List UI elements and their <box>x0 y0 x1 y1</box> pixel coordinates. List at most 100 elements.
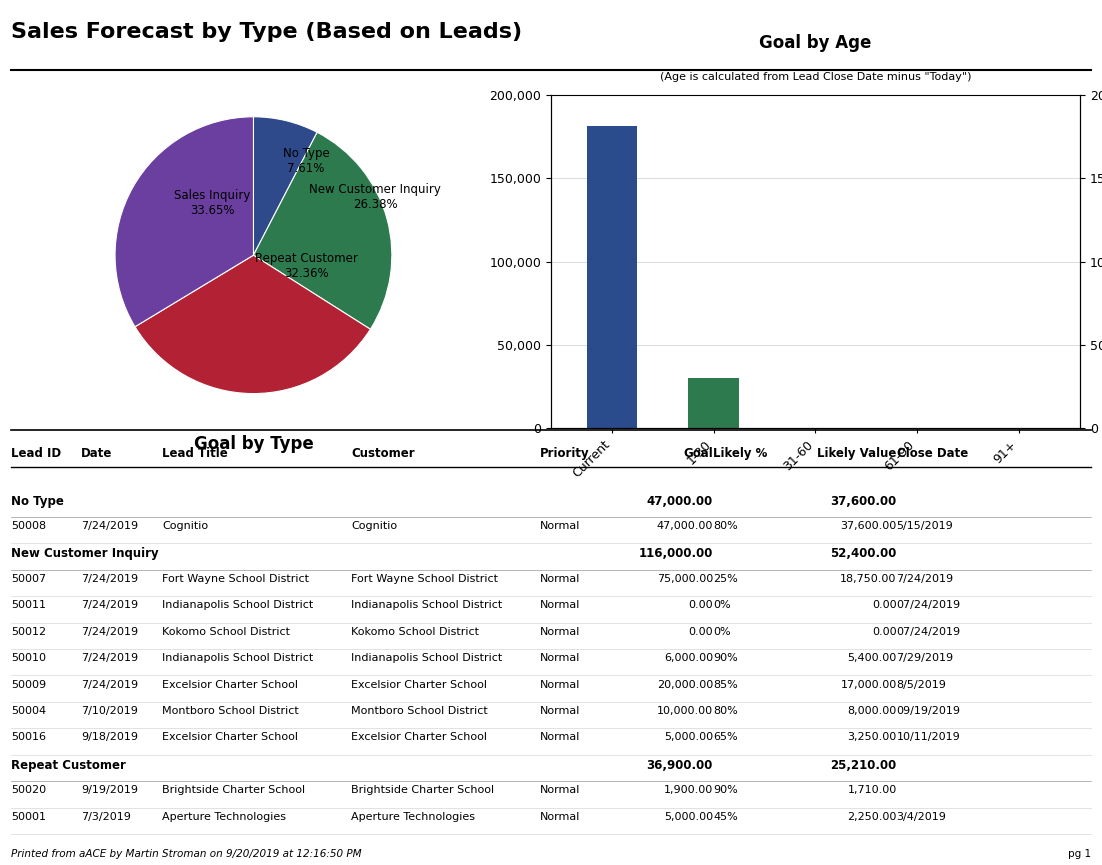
Text: 50012: 50012 <box>11 626 46 637</box>
Text: Indianapolis School District: Indianapolis School District <box>162 653 313 663</box>
Text: 3/4/2019: 3/4/2019 <box>897 811 947 822</box>
Text: 45%: 45% <box>713 811 737 822</box>
Text: Date: Date <box>82 447 112 460</box>
Text: Sales Forecast by Type (Based on Leads): Sales Forecast by Type (Based on Leads) <box>11 22 522 42</box>
Text: 50001: 50001 <box>11 811 46 822</box>
Text: 37,600.00: 37,600.00 <box>841 521 897 531</box>
Text: 50009: 50009 <box>11 680 46 689</box>
Text: Lead Title: Lead Title <box>162 447 228 460</box>
Text: 1,900.00: 1,900.00 <box>663 785 713 795</box>
Text: Kokomo School District: Kokomo School District <box>352 626 479 637</box>
Text: 7/24/2019: 7/24/2019 <box>897 573 953 584</box>
Text: 0%: 0% <box>713 626 731 637</box>
Text: 50008: 50008 <box>11 521 46 531</box>
Text: 80%: 80% <box>713 706 737 716</box>
Wedge shape <box>253 117 317 255</box>
Text: No Type
7.61%: No Type 7.61% <box>283 147 329 175</box>
Text: 7/24/2019: 7/24/2019 <box>82 680 139 689</box>
Text: New Customer Inquiry
26.38%: New Customer Inquiry 26.38% <box>310 183 441 211</box>
Text: 47,000.00: 47,000.00 <box>657 521 713 531</box>
Text: 9/18/2019: 9/18/2019 <box>82 733 138 742</box>
Text: Montboro School District: Montboro School District <box>352 706 488 716</box>
Text: New Customer Inquiry: New Customer Inquiry <box>11 548 159 561</box>
Text: 25,210.00: 25,210.00 <box>830 759 897 772</box>
Text: Normal: Normal <box>540 521 581 531</box>
Text: Normal: Normal <box>540 573 581 584</box>
Text: Indianapolis School District: Indianapolis School District <box>162 600 313 611</box>
Text: Sales Inquiry
33.65%: Sales Inquiry 33.65% <box>174 189 250 216</box>
Text: Close Date: Close Date <box>897 447 968 460</box>
Text: 8/5/2019: 8/5/2019 <box>897 680 947 689</box>
Text: 90%: 90% <box>713 653 737 663</box>
Text: Customer: Customer <box>352 447 414 460</box>
Text: Excelsior Charter School: Excelsior Charter School <box>352 733 487 742</box>
Text: 0.00: 0.00 <box>872 626 897 637</box>
Text: 3,250.00: 3,250.00 <box>847 733 897 742</box>
Text: Normal: Normal <box>540 706 581 716</box>
Text: 18,750.00: 18,750.00 <box>840 573 897 584</box>
Text: (Age is calculated from Lead Close Date minus "Today"): (Age is calculated from Lead Close Date … <box>660 72 971 82</box>
Text: 50020: 50020 <box>11 785 46 795</box>
Text: 50011: 50011 <box>11 600 46 611</box>
Text: 7/24/2019: 7/24/2019 <box>82 600 139 611</box>
Text: 47,000.00: 47,000.00 <box>647 495 713 508</box>
Text: No Type: No Type <box>11 495 64 508</box>
Text: Brightside Charter School: Brightside Charter School <box>162 785 305 795</box>
Wedge shape <box>253 132 392 330</box>
Text: Excelsior Charter School: Excelsior Charter School <box>352 680 487 689</box>
Text: Normal: Normal <box>540 811 581 822</box>
Bar <box>586 126 637 428</box>
Text: 50007: 50007 <box>11 573 46 584</box>
Text: 0%: 0% <box>713 600 731 611</box>
Text: 17,000.00: 17,000.00 <box>841 680 897 689</box>
Text: 75,000.00: 75,000.00 <box>657 573 713 584</box>
Text: 10/11/2019: 10/11/2019 <box>897 733 960 742</box>
Text: 7/24/2019: 7/24/2019 <box>82 626 139 637</box>
Text: pg 1: pg 1 <box>1068 849 1091 859</box>
Text: 116,000.00: 116,000.00 <box>639 548 713 561</box>
Text: 52,400.00: 52,400.00 <box>830 548 897 561</box>
Text: 50010: 50010 <box>11 653 46 663</box>
Text: 5/15/2019: 5/15/2019 <box>897 521 953 531</box>
Text: Cognitio: Cognitio <box>162 521 208 531</box>
Text: Goal by Age: Goal by Age <box>759 34 872 52</box>
Text: 5,000.00: 5,000.00 <box>663 733 713 742</box>
Text: 50016: 50016 <box>11 733 46 742</box>
Text: Priority: Priority <box>540 447 590 460</box>
Text: 6,000.00: 6,000.00 <box>663 653 713 663</box>
Text: 09/19/2019: 09/19/2019 <box>897 706 961 716</box>
Text: 7/24/2019: 7/24/2019 <box>82 573 139 584</box>
Text: 90%: 90% <box>713 785 737 795</box>
Text: 07/24/2019: 07/24/2019 <box>897 600 961 611</box>
Wedge shape <box>136 255 370 394</box>
Text: Printed from aACE by Martin Stroman on 9/20/2019 at 12:16:50 PM: Printed from aACE by Martin Stroman on 9… <box>11 849 361 859</box>
Text: 0.00: 0.00 <box>689 626 713 637</box>
Text: Cognitio: Cognitio <box>352 521 398 531</box>
Text: Aperture Technologies: Aperture Technologies <box>352 811 475 822</box>
Text: 7/24/2019: 7/24/2019 <box>82 521 139 531</box>
Text: Normal: Normal <box>540 626 581 637</box>
Text: Goal: Goal <box>683 447 713 460</box>
Text: Excelsior Charter School: Excelsior Charter School <box>162 680 299 689</box>
Text: 5,400.00: 5,400.00 <box>847 653 897 663</box>
Text: 20,000.00: 20,000.00 <box>657 680 713 689</box>
Text: Indianapolis School District: Indianapolis School District <box>352 600 503 611</box>
Text: 25%: 25% <box>713 573 737 584</box>
Text: 7/10/2019: 7/10/2019 <box>82 706 138 716</box>
Text: Normal: Normal <box>540 600 581 611</box>
Text: 1,710.00: 1,710.00 <box>847 785 897 795</box>
Text: 80%: 80% <box>713 521 737 531</box>
Text: 7/29/2019: 7/29/2019 <box>897 653 953 663</box>
Wedge shape <box>115 117 253 327</box>
Text: Repeat Customer: Repeat Customer <box>11 759 126 772</box>
Text: Goal by Type: Goal by Type <box>194 435 313 453</box>
Text: 7/3/2019: 7/3/2019 <box>82 811 131 822</box>
Text: Normal: Normal <box>540 680 581 689</box>
Text: Fort Wayne School District: Fort Wayne School District <box>162 573 310 584</box>
Text: Likely %: Likely % <box>713 447 767 460</box>
Text: 2,250.00: 2,250.00 <box>847 811 897 822</box>
Text: 10,000.00: 10,000.00 <box>657 706 713 716</box>
Text: Normal: Normal <box>540 733 581 742</box>
Text: Excelsior Charter School: Excelsior Charter School <box>162 733 299 742</box>
Text: Kokomo School District: Kokomo School District <box>162 626 290 637</box>
